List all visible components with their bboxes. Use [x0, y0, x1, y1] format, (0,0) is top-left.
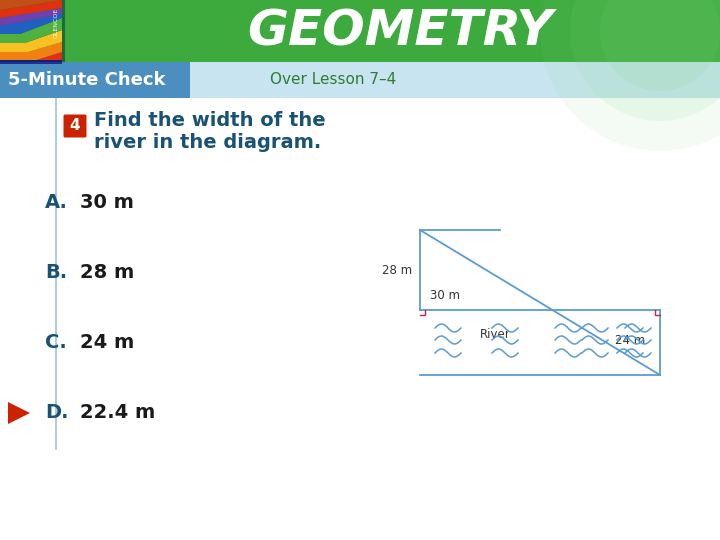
Circle shape — [540, 0, 720, 151]
Text: 4: 4 — [70, 118, 81, 133]
Polygon shape — [0, 14, 62, 34]
Polygon shape — [0, 52, 62, 62]
Polygon shape — [0, 0, 62, 18]
Text: 5-Minute Check: 5-Minute Check — [8, 71, 166, 89]
Bar — [0, 62, 190, 98]
Text: Find the width of the: Find the width of the — [94, 111, 325, 130]
Text: River: River — [480, 328, 510, 341]
Polygon shape — [0, 60, 62, 62]
Text: C.: C. — [45, 334, 67, 353]
Text: river in the diagram.: river in the diagram. — [94, 132, 321, 152]
Polygon shape — [0, 8, 62, 26]
Polygon shape — [0, 30, 62, 52]
Text: B.: B. — [45, 264, 67, 282]
Circle shape — [570, 0, 720, 121]
Text: 28 m: 28 m — [80, 264, 134, 282]
FancyBboxPatch shape — [63, 114, 86, 138]
Text: 30 m: 30 m — [430, 289, 460, 302]
Bar — [55, 98, 57, 450]
Text: D.: D. — [45, 403, 68, 422]
Text: GEOMETRY: GEOMETRY — [247, 7, 553, 55]
Text: Over Lesson 7–4: Over Lesson 7–4 — [270, 72, 396, 87]
Polygon shape — [0, 18, 62, 43]
Bar — [0, 0, 720, 62]
Polygon shape — [8, 402, 30, 424]
Text: 28 m: 28 m — [382, 264, 412, 276]
Text: 24 m: 24 m — [615, 334, 645, 347]
Polygon shape — [0, 0, 62, 10]
Polygon shape — [0, 42, 62, 62]
Bar — [0, 62, 720, 98]
Text: 22.4 m: 22.4 m — [80, 403, 156, 422]
Text: 30 m: 30 m — [80, 193, 134, 213]
Text: GLENCOE: GLENCOE — [53, 8, 58, 38]
Text: 24 m: 24 m — [80, 334, 134, 353]
Circle shape — [600, 0, 720, 91]
Polygon shape — [0, 62, 62, 64]
Bar — [0, 0, 65, 62]
Text: A.: A. — [45, 193, 68, 213]
